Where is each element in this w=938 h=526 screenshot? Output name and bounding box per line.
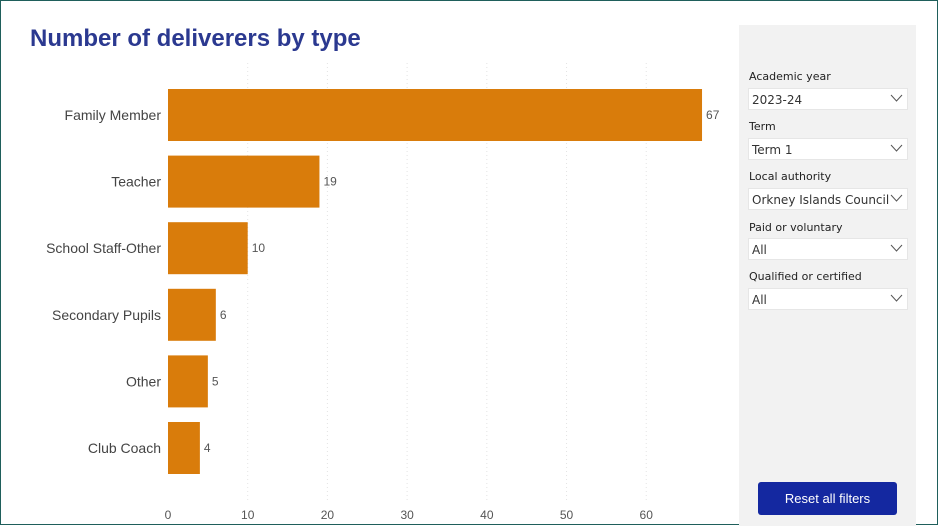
reset-all-filters-button[interactable]: Reset all filters <box>758 482 897 515</box>
category-label: Secondary Pupils <box>52 307 161 323</box>
qualified-or-certified-value: All <box>752 293 767 307</box>
x-tick-label: 40 <box>480 508 494 522</box>
chevron-down-icon <box>890 294 903 302</box>
data-labels: 67 19 10 6 5 4 <box>204 108 720 455</box>
bar[interactable] <box>168 355 208 408</box>
chevron-down-icon <box>890 244 903 252</box>
chevron-down-icon <box>890 94 903 102</box>
academic-year-dropdown[interactable]: 2023-24 <box>748 88 908 110</box>
x-tick-label: 30 <box>400 508 414 522</box>
data-label: 4 <box>204 441 211 455</box>
bar[interactable] <box>168 155 320 208</box>
bar-chart: Family Member Teacher School Staff-Other Se… <box>46 63 720 522</box>
category-label: Other <box>126 373 161 389</box>
filter-label-academic-year: Academic year <box>749 70 831 83</box>
data-label: 10 <box>252 241 266 255</box>
paid-or-voluntary-dropdown[interactable]: All <box>748 238 908 260</box>
bar[interactable] <box>168 288 216 341</box>
bars <box>168 89 703 474</box>
data-label: 6 <box>220 308 227 322</box>
chevron-down-icon <box>890 194 903 202</box>
filter-panel: Academic year 2023-24 Term Term 1 Local … <box>739 25 916 526</box>
data-label: 67 <box>706 108 720 122</box>
filter-label-term: Term <box>749 120 776 133</box>
bar[interactable] <box>168 222 248 275</box>
term-dropdown[interactable]: Term 1 <box>748 138 908 160</box>
x-tick-label: 60 <box>640 508 654 522</box>
category-label: Teacher <box>111 174 161 190</box>
filter-label-paid-or-voluntary: Paid or voluntary <box>749 221 843 234</box>
x-tick-label: 0 <box>165 508 172 522</box>
bar[interactable] <box>168 422 200 474</box>
local-authority-value: Orkney Islands Council <box>752 193 890 207</box>
x-tick-label: 10 <box>241 508 255 522</box>
term-value: Term 1 <box>752 143 793 157</box>
x-tick-label: 20 <box>321 508 335 522</box>
data-label: 19 <box>323 175 337 189</box>
category-labels: Family Member Teacher School Staff-Other Se… <box>46 107 161 456</box>
paid-or-voluntary-value: All <box>752 243 767 257</box>
category-label: Family Member <box>65 107 162 123</box>
filter-label-qualified-or-certified: Qualified or certified <box>749 270 862 283</box>
bar[interactable] <box>168 89 703 141</box>
filter-label-local-authority: Local authority <box>749 170 832 183</box>
x-tick-label: 50 <box>560 508 574 522</box>
academic-year-value: 2023-24 <box>752 93 803 107</box>
qualified-or-certified-dropdown[interactable]: All <box>748 288 908 310</box>
category-label: Club Coach <box>88 440 161 456</box>
chart-title: Number of deliverers by type <box>30 25 361 52</box>
data-label: 5 <box>212 374 219 388</box>
chevron-down-icon <box>890 144 903 152</box>
local-authority-dropdown[interactable]: Orkney Islands Council <box>748 188 908 210</box>
category-label: School Staff-Other <box>46 240 161 256</box>
x-axis-ticks: 0 10 20 30 40 50 60 <box>165 508 654 522</box>
